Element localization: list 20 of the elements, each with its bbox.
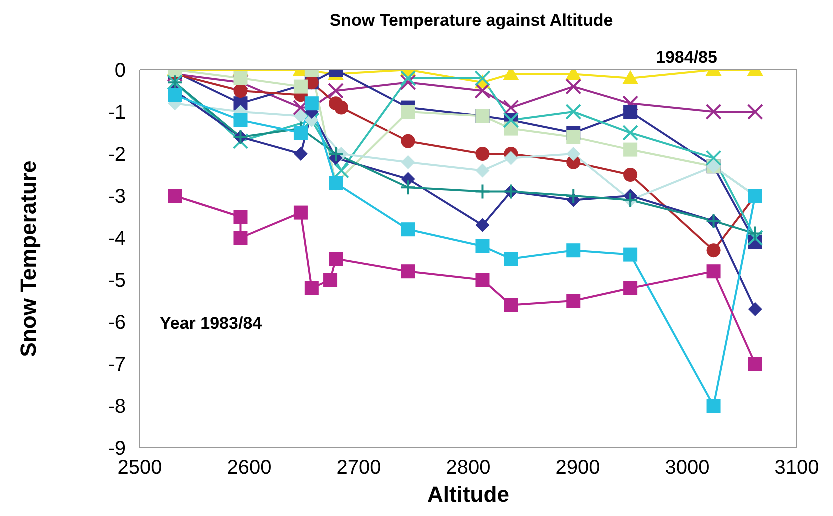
y-tick-label: -1 bbox=[108, 102, 126, 124]
y-tick-label: -4 bbox=[108, 228, 126, 250]
x-tick-label: 2600 bbox=[227, 457, 272, 480]
y-tick-label: -6 bbox=[108, 312, 126, 334]
text: 1984/85 bbox=[656, 48, 718, 68]
y-tick-label: -7 bbox=[108, 354, 126, 376]
x-tick-label: 2900 bbox=[556, 457, 600, 480]
y-axis-title: Snow Temperature bbox=[16, 160, 41, 358]
y-tick-label: -5 bbox=[108, 270, 126, 292]
x-axis-title: Altitude bbox=[428, 482, 510, 507]
y-tick-label: -8 bbox=[108, 396, 126, 418]
x-tick-label: 2800 bbox=[446, 457, 491, 480]
y-tick-label: -3 bbox=[108, 186, 126, 208]
y-tick-label: 0 bbox=[114, 60, 126, 82]
x-tick-label: 3100 bbox=[774, 457, 820, 480]
chart-title: Snow Temperature against Altitude bbox=[328, 10, 614, 32]
annotation: Year 1983/84 bbox=[160, 314, 262, 334]
x-tick-label: 2700 bbox=[336, 457, 382, 480]
y-tick-label: -2 bbox=[108, 144, 126, 166]
x-tick-label: 3000 bbox=[665, 457, 710, 480]
